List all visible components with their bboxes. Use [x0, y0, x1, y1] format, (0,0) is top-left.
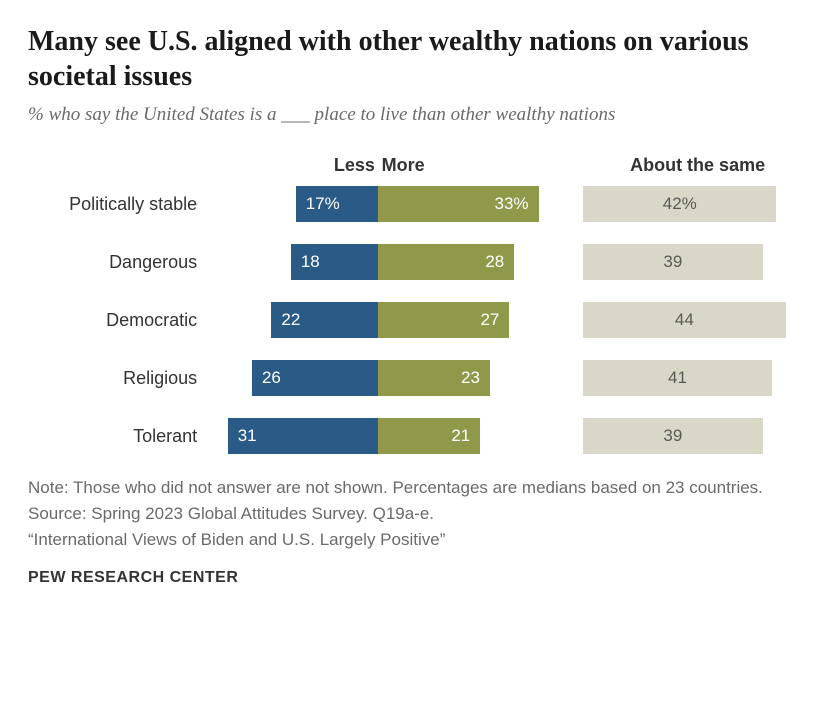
same-cell: 42% — [583, 182, 812, 226]
note-line: Source: Spring 2023 Global Attitudes Sur… — [28, 502, 812, 526]
bar-more: 33% — [378, 186, 538, 222]
chart-area: Less More About the same Politically sta… — [28, 150, 812, 458]
diverge-cell: 2227 — [209, 298, 547, 342]
same-cell: 39 — [583, 414, 812, 458]
chart-rows: Politically stable17%33%42%Dangerous1828… — [28, 182, 812, 458]
footer-attribution: PEW RESEARCH CENTER — [28, 569, 812, 587]
diverge-cell: 1828 — [209, 240, 547, 284]
chart-row: Democratic222744 — [28, 298, 812, 342]
diverge-cell: 17%33% — [209, 182, 547, 226]
category-label: Dangerous — [28, 252, 209, 273]
bar-same: 39 — [583, 244, 762, 280]
bar-less: 17% — [296, 186, 379, 222]
chart-row: Politically stable17%33%42% — [28, 182, 812, 226]
note-line: “International Views of Biden and U.S. L… — [28, 528, 812, 552]
chart-row: Tolerant312139 — [28, 414, 812, 458]
bar-less: 22 — [271, 302, 378, 338]
same-cell: 44 — [583, 298, 812, 342]
diverge-cell: 3121 — [209, 414, 547, 458]
column-headers: Less More About the same — [28, 150, 812, 176]
bar-less: 18 — [291, 244, 378, 280]
chart-subtitle: % who say the United States is a ___ pla… — [28, 104, 812, 126]
diverge-cell: 2623 — [209, 356, 547, 400]
header-less: Less — [334, 155, 375, 176]
bar-more: 21 — [378, 418, 480, 454]
bar-more: 28 — [378, 244, 514, 280]
header-same: About the same — [583, 155, 812, 176]
same-header-area: About the same — [583, 150, 812, 176]
chart-row: Religious262341 — [28, 356, 812, 400]
category-label: Politically stable — [28, 194, 209, 215]
bar-same: 39 — [583, 418, 762, 454]
chart-row: Dangerous182839 — [28, 240, 812, 284]
same-cell: 39 — [583, 240, 812, 284]
category-label: Democratic — [28, 310, 209, 331]
diverge-header: Less More — [209, 150, 547, 176]
bar-more: 23 — [378, 360, 490, 396]
same-cell: 41 — [583, 356, 812, 400]
bar-same: 41 — [583, 360, 772, 396]
chart-title: Many see U.S. aligned with other wealthy… — [28, 24, 812, 94]
category-label: Tolerant — [28, 426, 209, 447]
bar-less: 26 — [252, 360, 378, 396]
bar-more: 27 — [378, 302, 509, 338]
header-more: More — [382, 155, 425, 176]
bar-less: 31 — [228, 418, 379, 454]
note-line: Note: Those who did not answer are not s… — [28, 476, 812, 500]
bar-same: 42% — [583, 186, 776, 222]
bar-same: 44 — [583, 302, 785, 338]
chart-notes: Note: Those who did not answer are not s… — [28, 476, 812, 551]
category-label: Religious — [28, 368, 209, 389]
